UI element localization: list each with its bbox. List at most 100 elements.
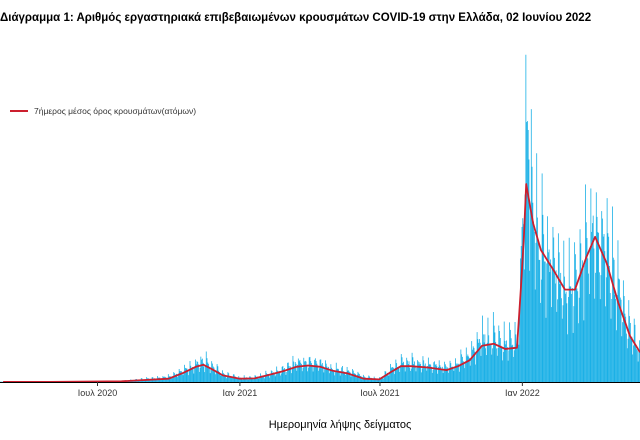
daily-case-bar <box>509 322 511 382</box>
daily-case-bar <box>474 351 476 382</box>
daily-case-bar <box>281 366 283 382</box>
daily-case-bar <box>440 367 442 382</box>
daily-case-bar <box>576 288 578 382</box>
daily-case-bar <box>475 353 477 382</box>
daily-case-bar <box>537 217 538 382</box>
daily-case-bar <box>431 366 432 382</box>
daily-case-bar <box>436 366 438 382</box>
daily-case-bar <box>389 371 391 382</box>
daily-case-bar <box>203 366 205 382</box>
daily-case-bar <box>367 377 369 382</box>
daily-case-bar <box>602 218 603 382</box>
daily-case-bar <box>235 376 237 382</box>
daily-case-bar <box>225 378 227 382</box>
daily-case-bar <box>245 378 247 382</box>
daily-case-bar <box>561 298 562 382</box>
daily-case-bar <box>317 365 319 382</box>
daily-case-bar <box>406 357 408 382</box>
daily-case-bar <box>453 370 455 382</box>
daily-case-bar <box>544 261 546 382</box>
daily-case-bar <box>455 363 457 382</box>
daily-case-bar <box>248 378 250 382</box>
daily-case-bar <box>392 367 394 382</box>
daily-case-bar <box>177 373 179 382</box>
daily-case-bar <box>380 377 382 382</box>
daily-case-bar <box>462 361 464 382</box>
daily-case-bar <box>181 371 182 382</box>
daily-case-bar <box>305 361 307 382</box>
daily-case-bar <box>294 366 295 382</box>
daily-case-bar <box>618 278 620 382</box>
daily-case-bar <box>451 366 453 382</box>
daily-case-bar <box>241 378 243 382</box>
daily-case-bar <box>578 297 580 382</box>
daily-case-bar <box>559 284 561 382</box>
daily-case-bar <box>397 367 399 382</box>
daily-case-bar <box>463 363 465 382</box>
daily-case-bar <box>547 216 548 382</box>
daily-case-bar <box>441 368 442 382</box>
daily-case-bar <box>284 371 286 382</box>
daily-case-bar <box>530 206 531 382</box>
daily-case-bar <box>347 370 349 382</box>
daily-case-bar <box>345 374 346 382</box>
daily-case-bar <box>334 375 336 382</box>
bars-layer <box>0 54 640 383</box>
daily-case-bar <box>422 356 424 382</box>
daily-case-bar <box>462 356 463 382</box>
daily-case-bar <box>399 371 401 382</box>
daily-case-bar <box>423 360 425 382</box>
daily-case-bar <box>568 237 570 382</box>
daily-case-bar <box>324 367 326 382</box>
daily-case-bar <box>492 348 493 382</box>
daily-case-bar <box>386 374 387 382</box>
daily-case-bar <box>371 378 373 382</box>
daily-case-bar <box>551 307 552 382</box>
daily-case-bar <box>236 377 237 382</box>
daily-case-bar <box>580 243 582 382</box>
daily-case-bar <box>408 361 410 382</box>
daily-case-bar <box>592 223 593 382</box>
legend-label: 7ήμερος μέσος όρος κρουσμάτων(ατόμων) <box>34 106 196 116</box>
daily-case-bar <box>311 364 313 382</box>
daily-case-bar <box>493 325 495 382</box>
daily-case-bar <box>428 364 430 382</box>
daily-case-bar <box>320 359 322 382</box>
daily-case-bar <box>626 348 628 382</box>
daily-case-bar <box>326 366 328 382</box>
daily-case-bar <box>234 376 236 382</box>
daily-case-bar <box>212 366 214 382</box>
daily-case-bar <box>325 363 327 382</box>
daily-case-bar <box>309 356 311 382</box>
daily-case-bar <box>280 373 282 382</box>
daily-case-bar <box>616 330 617 382</box>
daily-case-bar <box>619 279 620 382</box>
daily-case-bar <box>359 375 361 382</box>
daily-case-bar <box>569 286 571 382</box>
daily-case-bar <box>488 335 490 382</box>
daily-case-bar <box>567 334 569 382</box>
daily-case-bar <box>171 378 173 382</box>
daily-case-bar <box>263 378 265 382</box>
x-tick-label: Ιαν 2022 <box>505 388 540 398</box>
daily-case-bar <box>517 338 519 382</box>
daily-case-bar <box>156 378 158 382</box>
daily-case-bar <box>322 365 324 382</box>
daily-case-bar <box>180 371 182 382</box>
daily-case-bar <box>629 322 631 382</box>
daily-case-bar <box>331 367 333 382</box>
seven-day-average-line <box>3 183 640 383</box>
daily-case-bar <box>533 231 535 382</box>
daily-case-bar <box>591 231 593 382</box>
daily-case-bar <box>297 364 298 382</box>
daily-case-bar <box>200 356 202 382</box>
daily-case-bar <box>341 367 343 382</box>
daily-case-bar <box>427 366 428 382</box>
daily-case-bar <box>595 192 597 382</box>
daily-case-bar <box>222 372 224 382</box>
daily-case-bar <box>540 279 542 382</box>
daily-case-bar <box>448 372 449 382</box>
daily-case-bar <box>397 367 398 382</box>
daily-case-bar <box>430 364 432 382</box>
daily-case-bar <box>526 122 528 382</box>
